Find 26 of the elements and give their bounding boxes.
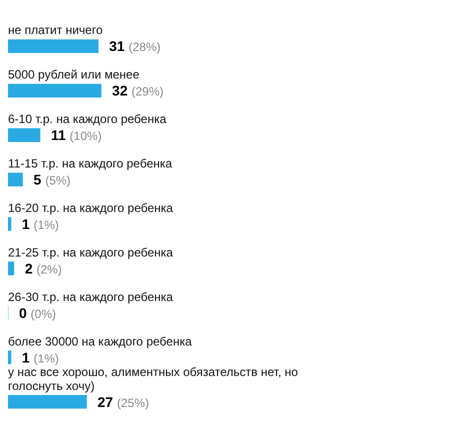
y-tick-label: не платит ничего: [8, 23, 103, 38]
data-label: 0 (0%): [19, 304, 56, 321]
bar: [8, 394, 87, 409]
y-tick-label: 16-20 т.р. на каждого ребенка: [8, 201, 174, 215]
bar: [8, 217, 12, 231]
y-tick-label: 26-30 т.р. на каждого ребенка: [8, 290, 174, 304]
data-label: 1 (1%): [22, 349, 59, 366]
y-tick-label: более 30000 на каждого ребенка: [8, 334, 192, 348]
bar: [8, 350, 12, 364]
y-tick-label: 21-25 т.р. на каждого ребенка: [8, 245, 174, 260]
bar: [8, 128, 40, 142]
data-label: 31 (28%): [109, 38, 161, 54]
data-label: 5 (5%): [34, 172, 71, 188]
y-tick-label: у нас все хорошо, алиментных обязательств нет, но голоснуть хочу): [8, 364, 298, 393]
data-label: 32 (29%): [112, 82, 164, 99]
y-tick-label: 11-15 т.р. на каждого ребенка: [8, 156, 172, 171]
y-tick-label: 6-10 т.р. на каждого ребенка: [8, 112, 167, 126]
data-label: 1 (1%): [22, 216, 59, 232]
bar: [8, 172, 23, 186]
data-label: 2 (2%): [24, 260, 62, 276]
data-label: 27 (25%): [98, 394, 149, 410]
data-label: 11 (10%): [50, 127, 102, 144]
bar: [8, 39, 98, 54]
bar: [8, 262, 14, 276]
bar: [8, 84, 102, 98]
y-tick-label: 5000 рублей или менее: [8, 68, 140, 82]
